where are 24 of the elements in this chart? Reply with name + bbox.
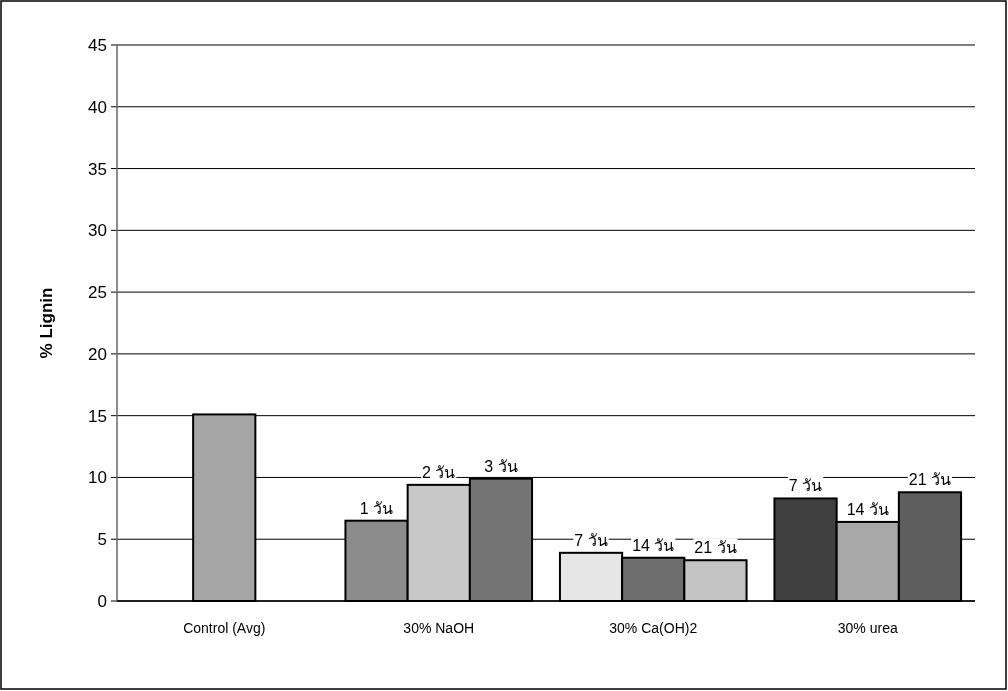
annotation: 14 วัน <box>632 536 675 554</box>
x-tick-label: Control (Avg) <box>183 620 266 636</box>
y-tick-label: 0 <box>97 592 107 611</box>
annotation: 2 วัน <box>422 463 456 481</box>
annotation: 7 วัน <box>574 531 608 549</box>
y-tick-label: 15 <box>88 406 107 426</box>
x-tick-label: 30% urea <box>837 620 898 636</box>
annotation: 7 วัน <box>788 477 823 495</box>
y-tick-label: 10 <box>88 468 107 488</box>
y-tick-label: 30 <box>88 221 107 241</box>
y-tick-label: 20 <box>88 344 107 364</box>
annotation: 14 วัน <box>846 500 889 518</box>
x-tick-label: 30% NaOH <box>403 620 475 636</box>
y-axis-title: % Lignin <box>37 287 56 359</box>
y-tick-label: 45 <box>88 36 107 55</box>
annotation: 1 วัน <box>359 499 394 517</box>
annotation: 21 วัน <box>694 539 737 557</box>
y-tick-label: 35 <box>88 159 107 179</box>
y-tick-label: 25 <box>88 283 107 303</box>
annotation: 21 วัน <box>908 471 952 489</box>
y-tick-label: 5 <box>97 530 107 550</box>
x-tick-label: 30% Ca(OH)2 <box>609 620 698 636</box>
annotation: 3 วัน <box>484 457 518 475</box>
y-tick-label: 40 <box>88 97 107 117</box>
